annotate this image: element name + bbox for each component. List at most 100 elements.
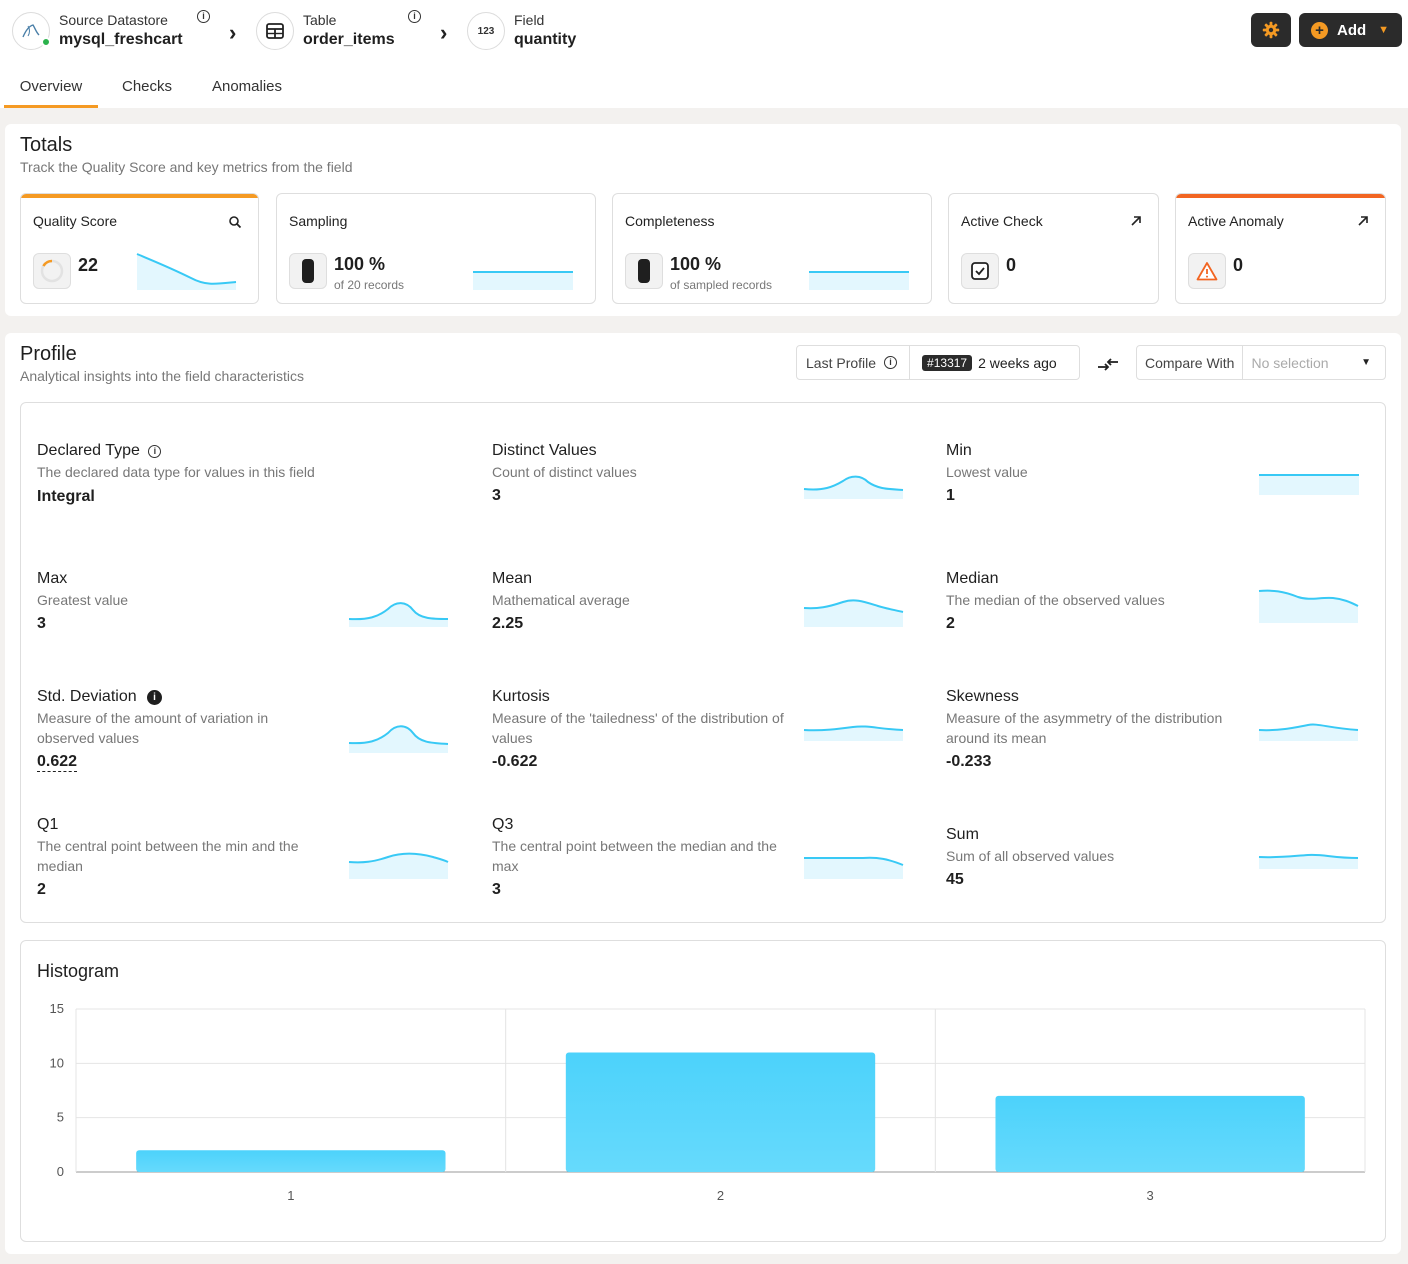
active-check-card[interactable]: Active Check 0 [948, 193, 1159, 304]
histogram-bar [565, 1052, 876, 1172]
totals-title: Totals [20, 134, 73, 156]
completeness-value: 100 % [670, 254, 722, 274]
stat-title: Distinct Values [492, 442, 597, 459]
stat-min: Min Lowest value 1 [946, 441, 1366, 505]
number-type-icon: 123 [467, 12, 505, 50]
gear-icon [1262, 21, 1280, 39]
breadcrumb-label: Source Datastore [59, 12, 168, 28]
q1-sparkline [348, 852, 449, 879]
q3-sparkline [804, 856, 904, 879]
stat-max: Max Greatest value 3 [37, 569, 457, 633]
score-ring-icon [33, 253, 71, 289]
active-check-value: 0 [1006, 255, 1017, 275]
card-title: Sampling [289, 213, 348, 229]
histogram-title: Histogram [37, 961, 120, 981]
info-icon[interactable]: i [408, 10, 421, 23]
stat-desc: Measure of the amount of variation in ob… [37, 710, 269, 746]
compare-arrows-icon[interactable] [1097, 355, 1119, 373]
stat-value: 3 [492, 881, 501, 898]
mysql-icon [12, 12, 51, 50]
tab-overview[interactable]: Overview [4, 70, 98, 108]
stat-value: 2.25 [492, 615, 524, 632]
min-sparkline [1259, 474, 1359, 495]
breadcrumb-value[interactable]: order_items [303, 31, 395, 48]
plus-icon: + [1311, 21, 1328, 39]
compare-with-select[interactable]: Compare With No selection ▼ [1136, 345, 1386, 380]
profile-subtitle: Analytical insights into the field chara… [20, 368, 305, 384]
breadcrumb-table[interactable]: Table order_items [256, 8, 395, 54]
search-icon[interactable] [228, 215, 242, 229]
arrow-up-right-icon[interactable] [1357, 215, 1369, 227]
card-accent [1176, 194, 1385, 198]
chevron-right-icon: › [440, 20, 448, 45]
stat-value: 2 [37, 881, 46, 898]
breadcrumb-value[interactable]: mysql_freshcart [59, 31, 183, 48]
breadcrumb-label: Table [303, 12, 337, 28]
quality-score-sparkline [136, 253, 237, 290]
breadcrumb-field[interactable]: 123 Field quantity [467, 8, 576, 54]
active-anomaly-value: 0 [1233, 255, 1244, 275]
stat-desc: Lowest value [946, 464, 1028, 480]
histogram-bar [995, 1095, 1305, 1172]
last-profile-selector[interactable]: Last Profile i #13317 2 weeks ago [796, 345, 1080, 380]
stat-value: -0.622 [492, 753, 538, 770]
sum-sparkline [1258, 853, 1359, 869]
battery-full-icon [625, 253, 663, 289]
add-button[interactable]: + Add ▼ [1299, 13, 1402, 47]
stat-title: Max [37, 570, 68, 587]
stat-title: Median [946, 570, 999, 587]
completeness-sub: of sampled records [670, 278, 773, 292]
stat-value: 2 [946, 615, 955, 632]
profile-title: Profile [20, 343, 77, 365]
stat-desc: The declared data type for values in thi… [37, 464, 315, 480]
stat-desc: Measure of the asymmetry of the distribu… [946, 710, 1223, 746]
stat-skewness: Skewness Measure of the asymmetry of the… [946, 687, 1366, 771]
stat-title: Q1 [37, 816, 59, 833]
stat-desc: Sum of all observed values [946, 848, 1115, 864]
stat-desc: The median of the observed values [946, 592, 1165, 608]
stat-desc: Greatest value [37, 592, 129, 608]
completeness-card: Completeness 100 % of sampled records [612, 193, 932, 304]
compare-label: Compare With [1145, 354, 1235, 371]
settings-button[interactable] [1251, 13, 1291, 47]
active-anomaly-card[interactable]: Active Anomaly 0 [1175, 193, 1386, 304]
arrow-up-right-icon[interactable] [1130, 215, 1142, 227]
mean-sparkline [803, 599, 904, 627]
x-tick-label: 3 [1147, 1188, 1154, 1203]
number-type-glyph: 123 [477, 25, 495, 37]
stat-distinct-values: Distinct Values Count of distinct values… [492, 441, 912, 505]
stat-desc: Mathematical average [492, 592, 630, 608]
kurtosis-sparkline [803, 725, 904, 741]
x-tick-label: 2 [717, 1188, 724, 1203]
tab-anomalies[interactable]: Anomalies [211, 78, 283, 95]
stat-value: Integral [37, 488, 95, 505]
info-icon[interactable]: i [148, 445, 162, 458]
battery-full-icon [289, 253, 327, 289]
quality-score-card[interactable]: Quality Score 22 [20, 193, 259, 304]
completeness-sparkline [809, 271, 909, 290]
breadcrumb-label: Field [514, 12, 545, 28]
profile-age: 2 weeks ago [978, 354, 1057, 371]
y-tick-label: 10 [50, 1055, 64, 1070]
histogram-bar [136, 1150, 446, 1172]
profile-stats-grid [20, 402, 1386, 923]
stat-title: Min [946, 442, 972, 459]
breadcrumb-datastore[interactable]: Source Datastore mysql_freshcart [12, 8, 183, 54]
max-sparkline [348, 602, 449, 627]
stat-q1: Q1 The central point between the min and… [37, 815, 457, 899]
info-icon[interactable]: i [197, 10, 210, 23]
breadcrumb-value: quantity [514, 31, 577, 48]
sampling-sparkline [473, 271, 573, 290]
stat-desc: Count of distinct values [492, 464, 637, 480]
tab-checks[interactable]: Checks [121, 78, 173, 95]
info-icon[interactable]: i [884, 356, 898, 369]
stat-desc: The central point between the min and th… [37, 838, 299, 874]
stat-mean: Mean Mathematical average 2.25 [492, 569, 912, 633]
status-online-dot [41, 37, 51, 47]
info-filled-icon[interactable]: i [147, 690, 163, 705]
histogram-chart: 0 5 10 15 1 2 3 [50, 1001, 1366, 1203]
y-tick-label: 15 [50, 1001, 64, 1016]
totals-subtitle: Track the Quality Score and key metrics … [20, 159, 353, 175]
stat-title: Sum [946, 826, 979, 843]
stat-value: -0.233 [946, 753, 992, 770]
